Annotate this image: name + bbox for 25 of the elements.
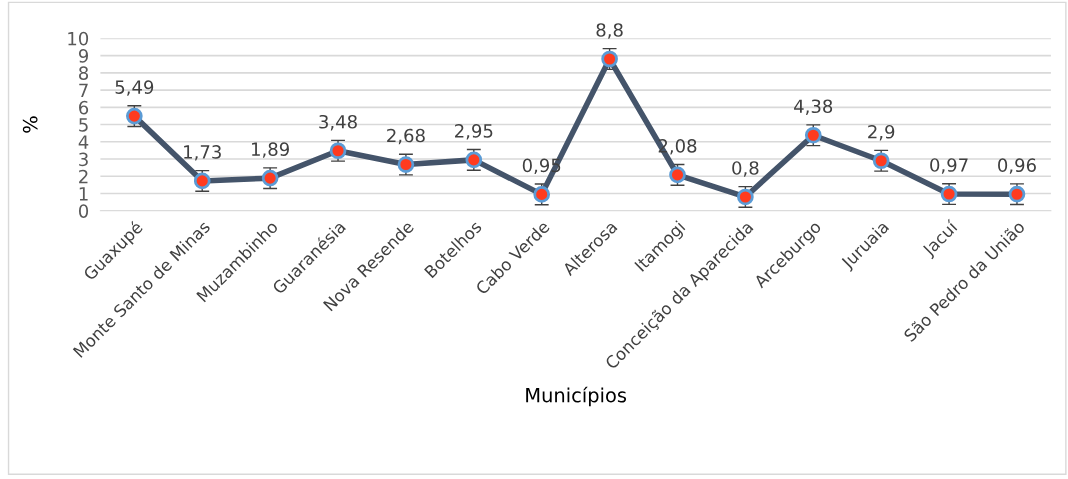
data-label: 1,73	[184, 145, 221, 161]
data-label: 5,49	[115, 80, 154, 96]
data-label: 4,38	[794, 99, 833, 115]
y-tick-label: 8	[79, 66, 89, 80]
data-label: 1,89	[252, 142, 289, 158]
y-tick-label: 9	[78, 49, 89, 63]
data-label: 0,8	[732, 161, 759, 177]
y-tick-label: 0	[78, 204, 89, 218]
data-label: 8,8	[596, 23, 623, 39]
y-tick-label: 6	[79, 100, 89, 115]
y-tick-label: 7	[79, 83, 88, 97]
data-label: 2,95	[455, 124, 493, 140]
y-tick-label: 1	[79, 187, 88, 201]
x-axis-title: Municípios	[526, 386, 627, 407]
data-label: 3,48	[319, 114, 357, 131]
data-label: 0,97	[930, 158, 968, 174]
y-tick-label: 3	[79, 152, 88, 167]
data-label: 0,96	[998, 158, 1036, 174]
y-tick-label: 5	[79, 118, 88, 132]
y-axis-title: %	[22, 116, 38, 133]
data-label: 2,9	[868, 124, 895, 141]
data-label: 2,68	[387, 128, 425, 145]
y-tick-label: 4	[78, 135, 89, 149]
y-tick-label: 10	[68, 31, 89, 46]
y-tick-label: 2	[79, 169, 88, 184]
